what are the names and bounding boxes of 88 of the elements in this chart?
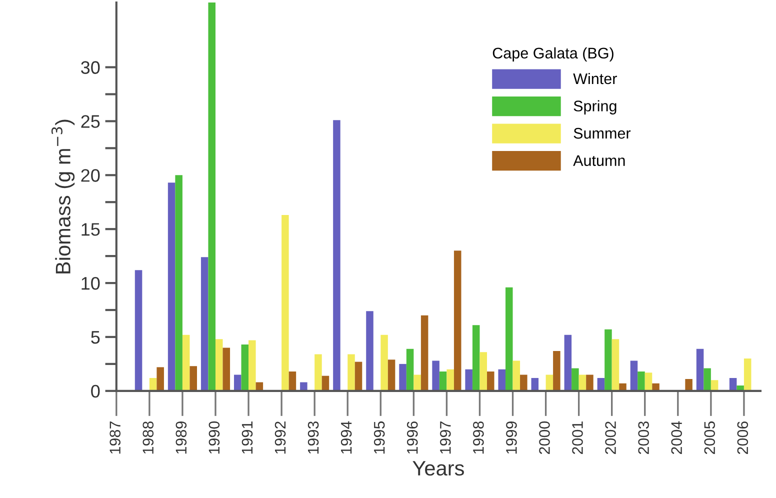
bar [414,374,421,391]
bar [486,372,494,391]
x-tick-label: 1987 [110,422,120,454]
bar [604,329,612,391]
x-tick-label: 1994 [340,421,352,454]
bar [480,352,487,391]
bar [744,358,752,391]
bar [333,120,340,391]
x-tick-label: 2000 [539,421,550,454]
bar [696,348,704,391]
bar [182,334,190,391]
bar [348,354,355,391]
bar [222,348,230,391]
bar [572,368,579,391]
bar [564,334,572,391]
bar [446,369,454,391]
bar [300,382,308,391]
legend-title: Cape Galata (BG) [492,47,614,62]
x-tick-label: 1993 [308,421,319,454]
bar [406,348,414,391]
bar [638,372,645,391]
x-tick-label: 2005 [704,421,716,454]
bar [380,334,388,391]
bar [505,287,513,391]
bar [134,270,142,391]
x-tick-label: 1989 [176,422,187,454]
x-tick-label: 1997 [440,422,451,454]
bar [512,360,520,391]
x-tick-label: 2003 [638,421,649,454]
bar [234,374,242,391]
x-axis-title: Years [412,461,464,476]
bar [439,372,447,391]
bar [420,315,428,391]
y-tick-label: 5 [91,331,100,344]
x-tick-label: 2004 [671,421,682,454]
bar [612,339,620,391]
legend-label: Autumn [573,155,625,166]
bar [520,374,528,391]
bar [366,311,374,391]
x-tick-label: 1992 [274,422,286,454]
bar [288,372,296,391]
y-tick-label: 25 [81,115,100,128]
bar [630,360,638,391]
bar [190,366,197,391]
bar [578,374,586,391]
bar [156,367,164,391]
bar [388,360,396,391]
x-tick-label: 2002 [605,422,616,454]
y-tick-label: 0 [91,384,100,398]
bar [685,379,692,391]
bar [168,182,176,391]
y-tick-label: 20 [81,169,100,182]
legend-label: Spring [574,100,616,114]
bar [208,2,216,391]
x-tick-label: 2006 [737,421,748,454]
bar [354,362,362,391]
y-tick-label: 15 [82,223,100,236]
y-axis-title: Biomass (g m$^{−3}$) [51,120,75,274]
x-tick-label: 1999 [506,422,517,454]
bar [498,369,506,391]
bar [432,360,440,391]
x-tick-label: 1995 [374,421,385,454]
bar [200,257,208,391]
x-tick-label: 2001 [572,422,583,454]
bar [175,175,182,391]
x-tick-label: 1998 [473,421,484,454]
bar [454,250,462,391]
y-tick-label: 10 [82,276,100,290]
legend-label: Summer [574,128,631,139]
bar [644,372,652,391]
bar [586,374,594,391]
bar [704,368,711,391]
bar [248,340,256,391]
bar [399,364,406,391]
x-tick-label: 1988 [142,421,154,454]
bar [546,374,554,391]
bar [472,325,480,391]
bar [282,215,289,391]
y-tick-label: 30 [81,61,100,74]
x-tick-label: 1991 [242,422,253,454]
bar [241,344,249,391]
legend-label: Winter [573,72,617,84]
bar [215,339,223,391]
bar [465,369,472,391]
bar [314,354,322,391]
x-tick-label: 1996 [406,421,418,454]
x-tick-label: 1990 [208,421,220,454]
bar [553,351,560,391]
